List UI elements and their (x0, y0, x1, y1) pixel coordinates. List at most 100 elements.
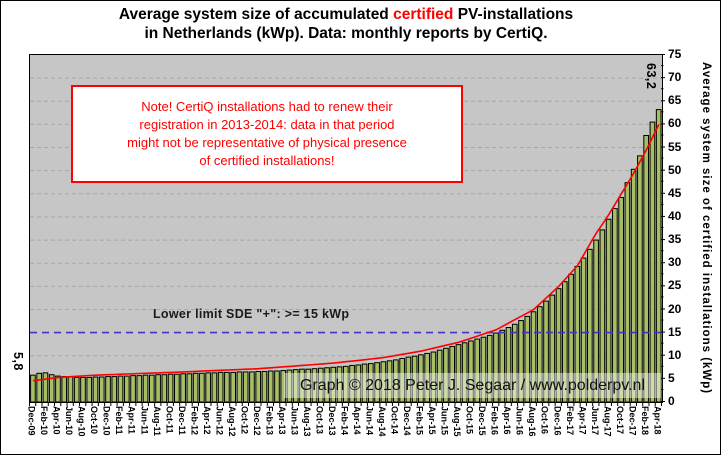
bar-Sep-12 (236, 371, 243, 402)
x-tick-label-Jun-13: Jun-13 (289, 406, 300, 436)
x-tick-label-Dec-15: Dec-15 (477, 406, 488, 436)
y-tick-label-35: 35 (668, 232, 682, 247)
bar-Feb-17 (568, 273, 574, 402)
bar-Nov-10 (98, 376, 105, 402)
x-tick-label-Feb-18: Feb-18 (639, 406, 650, 436)
bar-Dec-17 (630, 168, 637, 402)
x-tick-label-Jun-10: Jun-10 (64, 406, 75, 436)
x-tick-label-Dec-13: Dec-13 (327, 406, 337, 436)
bar-Jul-12 (224, 371, 230, 402)
bar-Sep-11 (161, 374, 168, 402)
bar-Sep-15 (461, 342, 468, 402)
x-tick-label-Oct-17: Oct-17 (614, 406, 625, 435)
bar-Mar-18 (649, 121, 656, 402)
bar-Jan-10 (36, 372, 43, 402)
bar-Sep-16 (536, 306, 543, 402)
bar-Sep-17 (612, 208, 618, 402)
bar-Nov-13 (324, 367, 330, 402)
y-tick-label-20: 20 (668, 301, 682, 316)
y-tick-label-5: 5 (668, 370, 675, 385)
y-tick-label-30: 30 (668, 255, 682, 270)
x-tick-label-Jun-14: Jun-14 (364, 406, 375, 436)
bar-Jun-17 (593, 239, 599, 402)
bar-Nov-14 (399, 358, 405, 402)
x-tick-label-Oct-14: Oct-14 (389, 406, 400, 435)
bar-Jan-15 (411, 355, 418, 402)
bar-Feb-11 (117, 375, 124, 402)
x-tick-label-Feb-16: Feb-16 (489, 406, 500, 436)
title-text-pre: Average system size of accumulated (118, 6, 394, 23)
bar-Jan-16 (486, 334, 493, 402)
x-tick-label-Aug-14: Aug-14 (377, 406, 387, 437)
chart-title: Average system size of accumulated certi… (1, 5, 691, 43)
bar-Aug-11 (155, 374, 161, 402)
x-tick-label-Aug-17: Aug-17 (602, 406, 613, 437)
x-tick-label-Aug-13: Aug-13 (302, 406, 312, 437)
bar-Feb-13 (267, 370, 274, 402)
y-tick-label-70: 70 (668, 70, 682, 85)
y-tick-label-45: 45 (668, 185, 682, 200)
note-line-4: of certified installations! (199, 153, 335, 168)
x-tick-label-Feb-15: Feb-15 (414, 406, 425, 436)
x-tick-label-Jun-12: Jun-12 (214, 406, 225, 436)
bar-Jan-18 (637, 155, 643, 402)
bar-Apr-10 (55, 375, 61, 402)
bar-Feb-12 (192, 372, 199, 402)
y-tick-label-55: 55 (668, 139, 682, 154)
y-tick-label-50: 50 (668, 162, 682, 177)
lower-limit-annotation: Lower limit SDE "+": >= 15 kWp (153, 307, 350, 321)
bar-Apr-12 (205, 372, 211, 402)
bar-Jan-11 (111, 376, 118, 402)
bar-Dec-09 (30, 374, 36, 402)
bar-Apr-13 (280, 370, 287, 402)
bar-Mar-11 (123, 375, 130, 402)
trend-line (32, 124, 660, 382)
bar-Mar-10 (48, 374, 55, 402)
bar-Apr-17 (580, 257, 587, 402)
bar-Aug-10 (80, 376, 86, 402)
y-axis-tickstrip (661, 54, 665, 402)
bar-Jan-17 (561, 281, 568, 402)
note-line-1: Note! CertiQ installations had to renew … (141, 99, 393, 114)
bar-Jul-10 (73, 376, 80, 402)
bar-Oct-13 (317, 367, 324, 402)
bar-Sep-13 (311, 368, 318, 402)
first-bar-value-label: 5,8 (11, 352, 25, 371)
title-text-post: PV-installations (453, 6, 574, 23)
bar-Mar-14 (349, 364, 355, 402)
bar-Aug-14 (380, 361, 387, 402)
x-tick-label-Dec-11: Dec-11 (176, 406, 187, 436)
bar-Feb-10 (42, 372, 49, 402)
x-tick-label-Apr-13: Apr-13 (276, 406, 287, 435)
y-tick-label-75: 75 (668, 47, 682, 61)
bar-Mar-15 (424, 352, 430, 402)
note-line-3: might not be representative of physical … (127, 135, 407, 150)
x-tick-label-Dec-09: Dec-09 (26, 406, 37, 436)
bar-Apr-15 (430, 351, 437, 402)
bar-May-10 (61, 376, 68, 402)
x-tick-label-Aug-15: Aug-15 (452, 406, 463, 437)
x-tick-label-Dec-17: Dec-17 (627, 406, 638, 436)
x-tick-label-Apr-14: Apr-14 (352, 406, 362, 435)
x-tick-label-Apr-17: Apr-17 (577, 406, 588, 435)
x-tick-label-Feb-14: Feb-14 (339, 406, 350, 436)
x-tick-label-Oct-12: Oct-12 (239, 406, 250, 435)
y-tick-label-15: 15 (668, 324, 682, 339)
y-tick-label-10: 10 (668, 347, 682, 362)
last-bar-value-label: 63,2 (644, 63, 658, 90)
bar-Oct-10 (92, 376, 99, 402)
bar-Nov-11 (174, 373, 180, 402)
x-tick-label-Feb-12: Feb-12 (189, 406, 200, 436)
bar-Jun-14 (368, 363, 374, 402)
note-text: Note! CertiQ installations had to renew … (127, 98, 407, 170)
chart-title-line1: Average system size of accumulated certi… (1, 5, 691, 24)
bar-Jan-13 (261, 370, 268, 402)
bar-Aug-12 (230, 371, 236, 402)
x-tick-label-Apr-16: Apr-16 (502, 406, 513, 435)
bar-May-12 (211, 372, 218, 402)
x-tick-label-Jun-11: Jun-11 (139, 406, 150, 435)
bar-Jul-15 (449, 345, 456, 402)
bar-Jun-16 (518, 320, 524, 402)
y-tick-label-60: 60 (668, 116, 682, 131)
